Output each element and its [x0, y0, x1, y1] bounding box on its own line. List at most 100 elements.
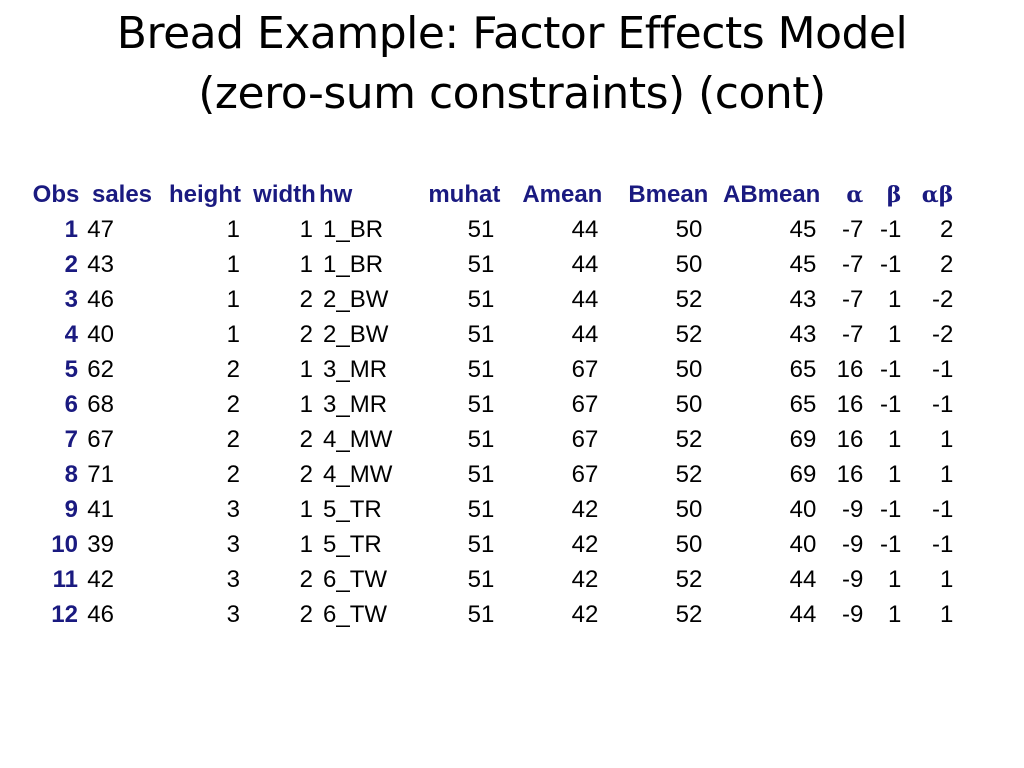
cell-bmean: 50 — [675, 496, 703, 523]
cell-hw: 5_TR — [323, 496, 382, 523]
cell-height: 3 — [226, 566, 240, 593]
cell-height: 2 — [226, 461, 240, 488]
cell-sales: 39 — [87, 531, 114, 558]
data-table: Obs sales height width hw muhat Amean Bm… — [28, 178, 954, 632]
cell-sales: 68 — [87, 391, 114, 418]
col-header-muhat: muhat — [428, 181, 501, 208]
cell-obs: 1 — [64, 216, 78, 243]
cell-alphabeta: -1 — [932, 356, 954, 383]
cell-sales: 67 — [87, 426, 114, 453]
cell-height: 1 — [226, 216, 240, 243]
cell-muhat: 51 — [467, 496, 495, 523]
cell-abmean: 43 — [789, 286, 817, 313]
cell-alphabeta: 2 — [939, 251, 954, 278]
cell-bmean: 52 — [675, 426, 703, 453]
col-header-abmean: ABmean — [722, 181, 821, 208]
cell-muhat: 51 — [467, 531, 495, 558]
col-header-height: height — [169, 181, 241, 208]
cell-width: 1 — [299, 531, 313, 558]
col-header-hw: hw — [319, 181, 353, 208]
col-header-bmean: Bmean — [628, 181, 709, 208]
cell-alpha: -7 — [842, 286, 864, 313]
cell-sales: 41 — [87, 496, 114, 523]
cell-abmean: 69 — [789, 426, 817, 453]
cell-width: 1 — [299, 356, 313, 383]
cell-obs: 3 — [64, 286, 78, 313]
cell-width: 2 — [299, 426, 313, 453]
cell-hw: 6_TW — [323, 601, 388, 628]
cell-alphabeta: -1 — [932, 531, 954, 558]
title-line-2: (zero-sum constraints) (cont) — [198, 68, 826, 119]
cell-alpha: 16 — [836, 356, 864, 383]
col-header-beta: β — [886, 182, 902, 208]
cell-obs: 7 — [64, 426, 78, 453]
cell-height: 1 — [226, 251, 240, 278]
cell-height: 3 — [226, 496, 240, 523]
cell-amean: 67 — [571, 391, 599, 418]
table-row: 7 67 2 2 4_MW 51 67 52 69 16 1 1 — [28, 422, 954, 457]
cell-alphabeta: 1 — [939, 426, 954, 453]
cell-abmean: 44 — [789, 566, 817, 593]
cell-height: 2 — [226, 391, 240, 418]
cell-bmean: 52 — [675, 461, 703, 488]
cell-alpha: 16 — [836, 461, 864, 488]
cell-muhat: 51 — [467, 251, 495, 278]
cell-obs: 2 — [64, 251, 78, 278]
cell-muhat: 51 — [467, 286, 495, 313]
cell-height: 3 — [226, 601, 240, 628]
cell-muhat: 51 — [467, 566, 495, 593]
table-row: 3 46 1 2 2_BW 51 44 52 43 -7 1 -2 — [28, 282, 954, 317]
cell-abmean: 43 — [789, 321, 817, 348]
cell-obs: 4 — [64, 321, 78, 348]
cell-beta: 1 — [887, 426, 902, 453]
cell-muhat: 51 — [467, 216, 495, 243]
cell-beta: 1 — [887, 321, 902, 348]
cell-hw: 6_TW — [323, 566, 388, 593]
cell-hw: 1_BR — [323, 251, 384, 278]
cell-obs: 10 — [51, 531, 78, 558]
cell-alphabeta: 1 — [939, 566, 954, 593]
cell-beta: -1 — [880, 356, 902, 383]
col-header-sales: sales — [91, 181, 153, 208]
cell-alpha: -9 — [842, 531, 864, 558]
cell-abmean: 40 — [789, 496, 817, 523]
cell-beta: -1 — [880, 216, 902, 243]
cell-width: 1 — [299, 251, 313, 278]
cell-hw: 3_MR — [323, 391, 388, 418]
cell-sales: 42 — [87, 566, 114, 593]
cell-bmean: 50 — [675, 356, 703, 383]
cell-muhat: 51 — [467, 391, 495, 418]
cell-bmean: 52 — [675, 566, 703, 593]
slide-title: Bread Example: Factor Effects Model (zer… — [0, 4, 1024, 124]
col-header-alphabeta: αβ — [921, 182, 954, 208]
cell-abmean: 45 — [789, 251, 817, 278]
cell-bmean: 52 — [675, 286, 703, 313]
cell-sales: 46 — [87, 286, 114, 313]
cell-alphabeta: 2 — [939, 216, 954, 243]
cell-width: 2 — [299, 461, 313, 488]
cell-alphabeta: -1 — [932, 391, 954, 418]
cell-obs: 5 — [64, 356, 78, 383]
title-line-1: Bread Example: Factor Effects Model — [116, 8, 908, 59]
cell-bmean: 50 — [675, 531, 703, 558]
cell-alpha: 16 — [836, 391, 864, 418]
col-header-amean: Amean — [522, 181, 603, 208]
cell-beta: 1 — [887, 566, 902, 593]
cell-abmean: 69 — [789, 461, 817, 488]
cell-abmean: 44 — [789, 601, 817, 628]
cell-alphabeta: 1 — [939, 601, 954, 628]
cell-width: 2 — [299, 286, 313, 313]
cell-sales: 40 — [87, 321, 114, 348]
table-row: 8 71 2 2 4_MW 51 67 52 69 16 1 1 — [28, 457, 954, 492]
table-row: 2 43 1 1 1_BR 51 44 50 45 -7 -1 2 — [28, 247, 954, 282]
cell-bmean: 50 — [675, 216, 703, 243]
cell-alpha: -7 — [842, 216, 864, 243]
cell-bmean: 50 — [675, 391, 703, 418]
cell-sales: 43 — [87, 251, 114, 278]
cell-beta: 1 — [887, 286, 902, 313]
cell-height: 1 — [226, 321, 240, 348]
col-header-width: width — [253, 181, 316, 208]
cell-alpha: -7 — [842, 321, 864, 348]
table-row: 6 68 2 1 3_MR 51 67 50 65 16 -1 -1 — [28, 387, 954, 422]
cell-bmean: 52 — [675, 601, 703, 628]
